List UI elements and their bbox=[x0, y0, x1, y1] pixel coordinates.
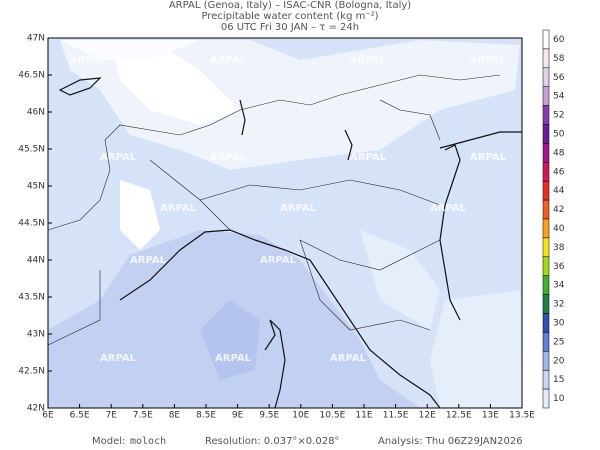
lat-label: 45.5N bbox=[18, 145, 45, 155]
colorbar-label: 56 bbox=[553, 73, 565, 83]
watermark: ARPAL bbox=[430, 203, 467, 214]
colorbar-label: 25 bbox=[553, 337, 564, 347]
colorbar-label: 10 bbox=[553, 394, 565, 404]
lon-label: 11E bbox=[355, 411, 372, 421]
lon-label: 7.5E bbox=[133, 411, 153, 421]
lon-label: 11.5E bbox=[383, 411, 409, 421]
colorbar-label: 38 bbox=[553, 243, 565, 253]
watermark: ARPAL bbox=[350, 55, 387, 66]
colorbar-cell bbox=[542, 388, 550, 409]
colorbar-label: 44 bbox=[553, 186, 565, 196]
colorbar-label: 50 bbox=[553, 129, 565, 139]
watermark: ARPAL bbox=[210, 152, 247, 163]
lat-label: 42.5N bbox=[18, 367, 45, 377]
watermark: ARPAL bbox=[470, 55, 507, 66]
colorbar-cell bbox=[542, 256, 550, 276]
lon-label: 13.5E bbox=[509, 411, 535, 421]
colorbar-cell bbox=[542, 351, 550, 371]
colorbar-label: 30 bbox=[553, 318, 565, 328]
lat-label: 46.5N bbox=[18, 71, 45, 81]
colorbar-cell bbox=[542, 86, 550, 106]
header-line: ARPAL (Genoa, Italy) – ISAC-CNR (Bologna… bbox=[169, 0, 411, 11]
lon-label: 12.5E bbox=[446, 411, 472, 421]
lat-label: 44N bbox=[27, 256, 45, 266]
colorbar-label: 46 bbox=[553, 167, 565, 177]
colorbar-cell bbox=[542, 105, 550, 125]
watermark: ARPAL bbox=[100, 152, 137, 163]
lon-label: 9E bbox=[232, 411, 244, 421]
lat-label: 46N bbox=[27, 108, 45, 118]
colorbar-cell bbox=[542, 369, 550, 390]
footer-model-label: Model: bbox=[92, 436, 125, 447]
colorbar-label: 60 bbox=[553, 35, 565, 45]
colorbar-cell bbox=[542, 124, 550, 144]
colorbar-cell bbox=[542, 162, 550, 182]
colorbar-cell bbox=[542, 313, 550, 333]
watermark: ARPAL bbox=[330, 353, 367, 364]
watermark: ARPAL bbox=[215, 353, 252, 364]
lon-label: 6E bbox=[42, 411, 54, 421]
colorbar-label: 52 bbox=[553, 111, 564, 121]
colorbar-cell bbox=[542, 67, 550, 87]
lon-label: 9.5E bbox=[259, 411, 279, 421]
watermark: ARPAL bbox=[160, 203, 197, 214]
colorbar-label: 54 bbox=[553, 92, 565, 102]
lat-label: 42N bbox=[27, 404, 45, 414]
watermark: ARPAL bbox=[130, 255, 167, 266]
colorbar-label: 48 bbox=[553, 148, 565, 158]
lon-label: 8E bbox=[169, 411, 181, 421]
colorbar-label: 58 bbox=[553, 54, 565, 64]
lon-label: 6.5E bbox=[70, 411, 90, 421]
colorbar-label: 15 bbox=[553, 375, 564, 385]
lat-label: 44.5N bbox=[18, 219, 45, 229]
lat-label: 43N bbox=[27, 330, 45, 340]
watermark: ARPAL bbox=[260, 255, 297, 266]
footer-analysis: Analysis: Thu 06Z29JAN2026 bbox=[378, 436, 523, 447]
watermark: ARPAL bbox=[470, 152, 507, 163]
colorbar-cell bbox=[542, 294, 550, 314]
colorbar-cell bbox=[542, 275, 550, 295]
colorbar-label: 36 bbox=[553, 262, 565, 272]
lon-label: 13E bbox=[482, 411, 499, 421]
colorbar-cell bbox=[542, 143, 550, 163]
colorbar-label: 20 bbox=[553, 356, 565, 366]
watermark: ARPAL bbox=[100, 353, 137, 364]
colorbar-label: 34 bbox=[553, 281, 565, 291]
header-line: Precipitable water content (kg m⁻²) bbox=[201, 11, 378, 22]
colorbar-cell bbox=[542, 199, 550, 220]
colorbar-label: 42 bbox=[553, 205, 564, 215]
watermark: ARPAL bbox=[280, 203, 317, 214]
lon-label: 7E bbox=[105, 411, 117, 421]
colorbar-cell bbox=[542, 218, 550, 239]
colorbar-cell bbox=[542, 29, 550, 50]
colorbar-cell bbox=[542, 237, 550, 258]
colorbar-cell bbox=[542, 48, 550, 69]
map bbox=[47, 37, 523, 409]
lon-label: 8.5E bbox=[196, 411, 216, 421]
footer-model: moloch bbox=[130, 436, 166, 447]
watermark: ARPAL bbox=[350, 152, 387, 163]
colorbar-label: 32 bbox=[553, 300, 564, 310]
watermark: ARPAL bbox=[70, 55, 107, 66]
lon-label: 10E bbox=[292, 411, 309, 421]
colorbar-cell bbox=[542, 332, 550, 352]
lat-label: 47N bbox=[27, 34, 45, 44]
lon-label: 12E bbox=[419, 411, 436, 421]
colorbar-cell bbox=[542, 180, 550, 201]
footer-resolution: Resolution: 0.037°×0.028° bbox=[205, 436, 339, 447]
lat-label: 43.5N bbox=[18, 293, 45, 303]
colorbar-label: 40 bbox=[553, 224, 565, 234]
lon-label: 10.5E bbox=[320, 411, 346, 421]
header-line: 06 UTC Fri 30 JAN – τ = 24h bbox=[221, 22, 359, 33]
watermark: ARPAL bbox=[210, 55, 247, 66]
lat-label: 45N bbox=[27, 182, 45, 192]
